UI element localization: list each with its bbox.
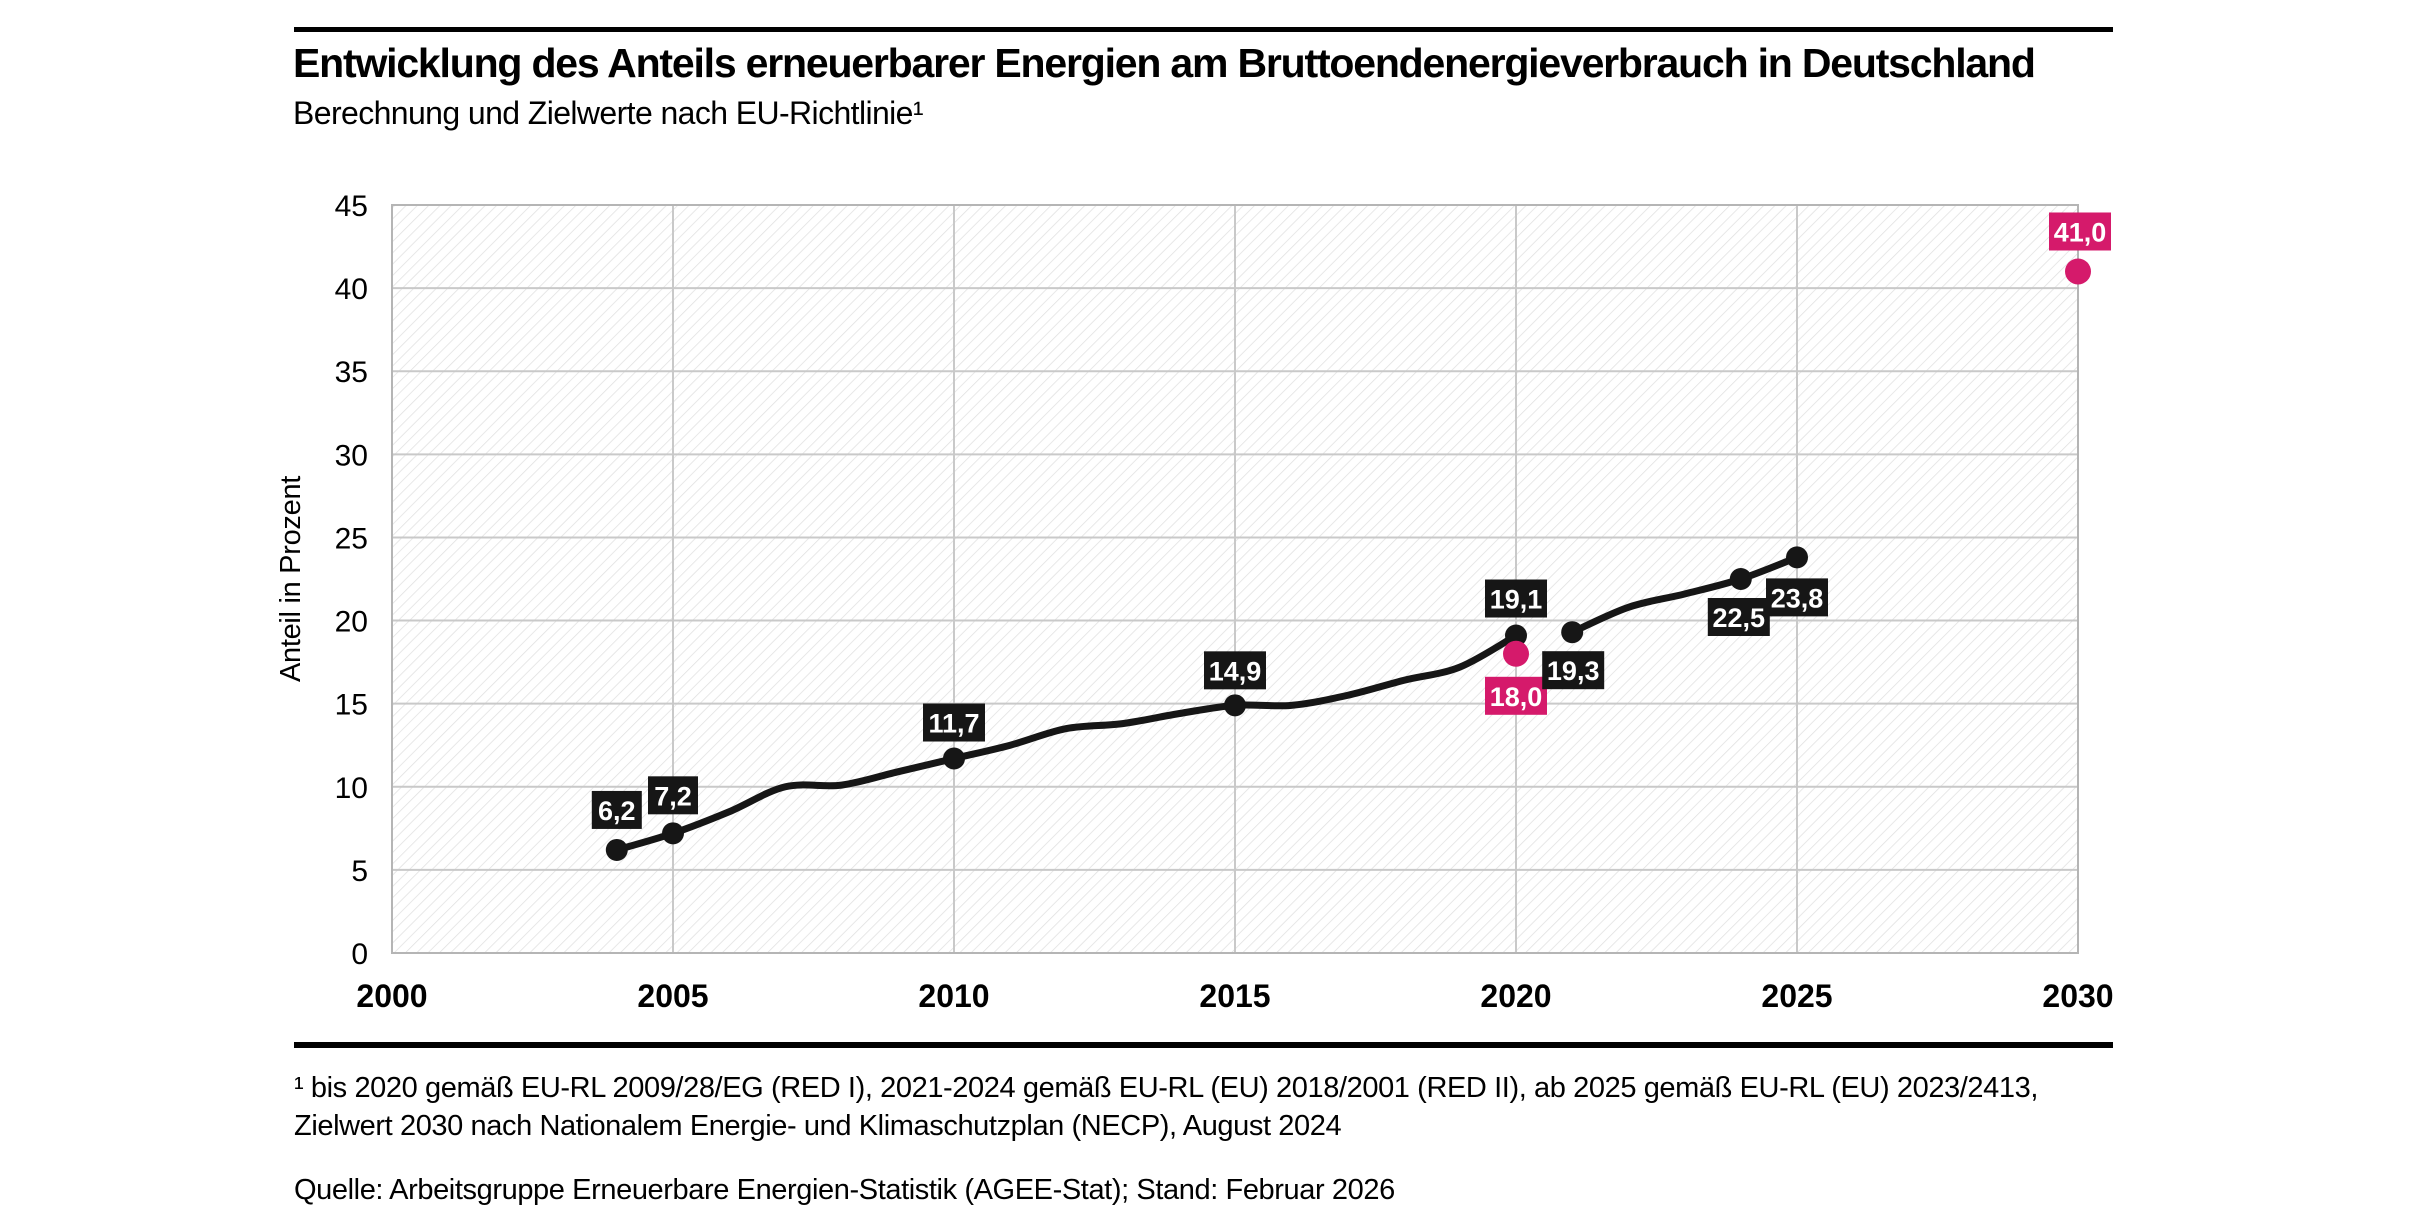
target-value-label: 18,0	[1485, 676, 1547, 715]
svg-text:45: 45	[335, 190, 368, 223]
svg-text:2010: 2010	[918, 978, 989, 1014]
data-point	[1786, 546, 1808, 569]
data-value-label: 14,9	[1204, 651, 1266, 690]
series-line-2	[1568, 553, 1801, 636]
footnote-line-2: Zielwert 2030 nach Nationalem Energie- u…	[294, 1110, 1342, 1142]
data-point	[1505, 624, 1527, 647]
svg-text:25: 25	[335, 522, 368, 555]
data-point	[1561, 621, 1584, 644]
svg-text:19,1: 19,1	[1490, 585, 1543, 615]
footnote-line-1: ¹ bis 2020 gemäß EU-RL 2009/28/EG (RED I…	[294, 1072, 2039, 1104]
data-value-label: 19,3	[1542, 651, 1605, 690]
svg-text:2030: 2030	[2042, 978, 2113, 1014]
svg-text:7,2: 7,2	[654, 781, 692, 811]
svg-text:2025: 2025	[1761, 978, 1832, 1014]
svg-text:5: 5	[351, 855, 368, 888]
chart-title: Entwicklung des Anteils erneuerbarer Ene…	[293, 40, 2036, 86]
svg-text:20: 20	[335, 606, 368, 639]
source-line: Quelle: Arbeitsgruppe Erneuerbare Energi…	[294, 1174, 1395, 1206]
svg-text:40: 40	[335, 273, 368, 306]
svg-text:2005: 2005	[637, 978, 708, 1014]
target-point	[1503, 640, 1529, 667]
data-value-label: 11,7	[923, 703, 985, 742]
svg-text:11,7: 11,7	[928, 709, 979, 739]
top-rule	[294, 27, 2113, 32]
target-point	[2065, 258, 2091, 285]
data-value-label: 7,2	[648, 776, 698, 815]
data-point	[943, 747, 965, 770]
data-value-label: 23,8	[1766, 578, 1828, 617]
data-value-label: 6,2	[591, 790, 642, 829]
svg-text:22,5: 22,5	[1713, 603, 1766, 633]
data-point	[605, 838, 628, 861]
data-point	[1224, 694, 1246, 717]
svg-text:0: 0	[351, 938, 368, 971]
svg-text:15: 15	[335, 689, 368, 722]
x-axis-ticks: 2000 2005 2010 2015 2020 2025 2030	[356, 978, 2113, 1014]
data-value-label: 19,1	[1485, 579, 1547, 618]
plot-border	[391, 204, 2079, 954]
svg-text:2000: 2000	[356, 978, 427, 1014]
svg-text:10: 10	[335, 772, 368, 805]
chart-subtitle: Berechnung und Zielwerte nach EU-Richtli…	[293, 95, 924, 131]
svg-text:23,8: 23,8	[1771, 583, 1824, 613]
svg-text:14,9: 14,9	[1209, 656, 1262, 686]
svg-text:19,3: 19,3	[1547, 656, 1600, 686]
series-line-1	[613, 632, 1520, 854]
data-value-label: 22,5	[1707, 598, 1770, 636]
svg-text:30: 30	[335, 439, 368, 472]
target-value-label: 41,0	[2049, 212, 2111, 251]
bottom-rule	[294, 1042, 2113, 1048]
svg-text:2020: 2020	[1480, 978, 1551, 1014]
svg-text:41,0: 41,0	[2054, 217, 2107, 247]
y-axis-ticks: 0 5 10 15 20 25 30 35 40 45	[335, 190, 368, 971]
svg-text:18,0: 18,0	[1490, 682, 1543, 712]
svg-text:2015: 2015	[1199, 978, 1270, 1014]
data-point	[1729, 568, 1752, 590]
svg-text:6,2: 6,2	[598, 796, 636, 826]
data-point	[662, 822, 684, 845]
y-axis-title: Anteil in Prozent	[275, 476, 307, 682]
svg-text:35: 35	[335, 356, 368, 389]
